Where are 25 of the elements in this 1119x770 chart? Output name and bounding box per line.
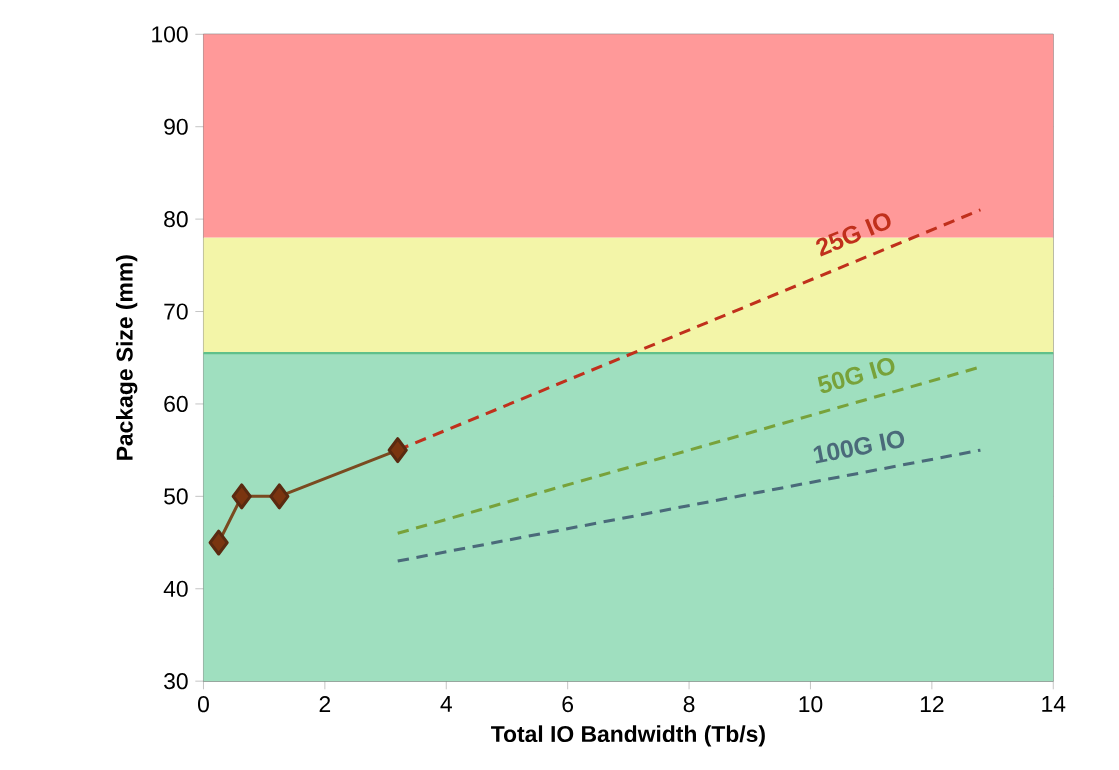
x-axis-title: Total IO Bandwidth (Tb/s)	[491, 725, 765, 747]
y-tick-label: 60	[164, 395, 188, 413]
x-tick-label: 10	[799, 696, 823, 713]
y-tick-label: 90	[164, 118, 188, 135]
text: 100G IO	[813, 430, 905, 464]
x-tick-label: 0	[198, 696, 209, 713]
text: 50G IO	[817, 358, 895, 394]
x-tick-label: 4	[440, 696, 452, 712]
x-tick-label: 2	[319, 696, 331, 713]
y-tick-label: 30	[164, 673, 188, 690]
point	[387, 437, 408, 464]
y-tick-label: 80	[164, 211, 188, 228]
y-tick-label: 70	[164, 303, 188, 320]
y-axis-title: Package Size (mm)	[115, 255, 138, 460]
y-tick-label: 100	[152, 26, 188, 43]
point	[269, 483, 290, 510]
x-tick-label: 12	[920, 696, 944, 713]
x-tick-label: 6	[562, 696, 574, 713]
x-tick-label: 8	[683, 696, 695, 713]
x-tick-label: 14	[1042, 696, 1066, 712]
text: 25G IO	[816, 213, 891, 257]
y-tick-label: 50	[164, 488, 188, 505]
point	[231, 483, 252, 510]
point	[208, 529, 229, 556]
y-tick-label: 40	[163, 580, 188, 597]
